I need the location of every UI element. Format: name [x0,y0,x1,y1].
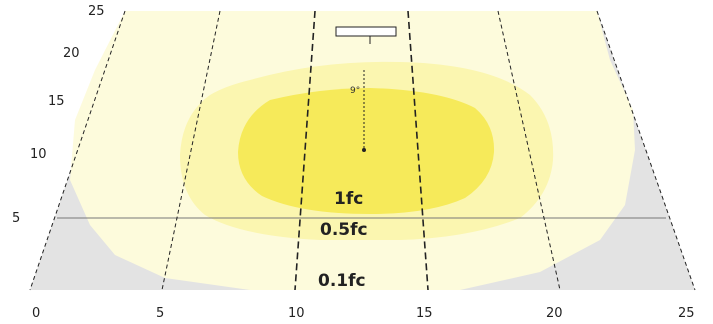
y-tick-25: 25 [88,4,105,19]
dashed-right-edge [596,10,696,291]
x-tick-0: 0 [32,306,40,321]
x-tick-10: 10 [288,306,305,321]
dashed-line-c [407,10,429,291]
contour-label-0.5fc: 0.5fc [320,220,368,240]
y-tick-20: 20 [63,46,80,61]
dashed-line-a [161,10,221,291]
dashed-left-edge [29,10,126,291]
contour-1fc [238,88,495,214]
aim-angle-label: 9° [350,86,360,96]
x-tick-5: 5 [156,306,164,321]
luminaire-fixture [335,26,397,37]
y-tick-10: 10 [30,147,47,162]
aim-point [362,148,366,152]
x-tick-20: 20 [546,306,563,321]
x-tick-15: 15 [416,306,433,321]
dashed-line-b [294,10,316,291]
y-tick-5: 5 [12,211,20,226]
contour-label-1fc: 1fc [334,189,363,209]
dashed-line-d [497,10,561,291]
contour-label-0.1fc: 0.1fc [318,271,366,291]
x-tick-25: 25 [678,306,695,321]
y-tick-15: 15 [48,94,65,109]
